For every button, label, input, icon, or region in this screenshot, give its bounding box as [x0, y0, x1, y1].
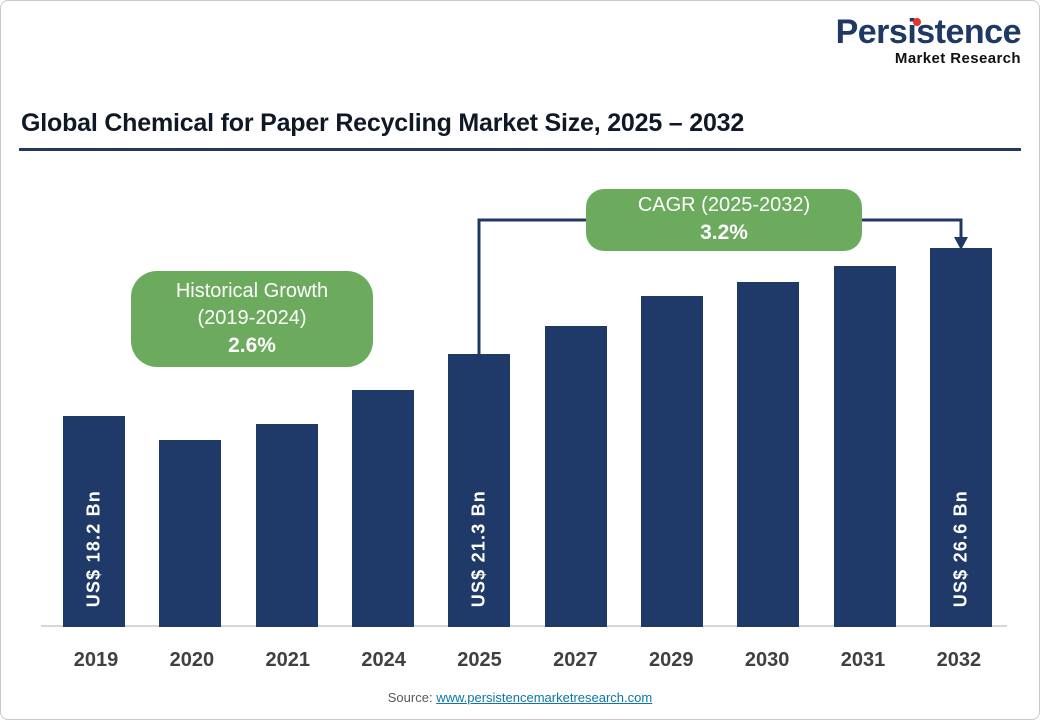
historical-growth-line1: Historical Growth	[175, 279, 329, 302]
x-axis-label: 2032	[936, 649, 982, 671]
bar-value-label: US$ 26.6 Bn	[950, 489, 971, 607]
bar	[159, 440, 222, 627]
x-axis-label: 2019	[73, 649, 119, 671]
historical-growth-line2: (2019-2024)	[197, 306, 307, 329]
bar	[833, 266, 896, 627]
source-line: Source: www.persistencemarketresearch.co…	[1, 690, 1039, 705]
cagr-value: 3.2%	[700, 221, 748, 245]
x-axis-label: 2025	[457, 649, 502, 671]
bar	[640, 296, 703, 627]
bar: US$ 18.2 Bn	[63, 416, 125, 627]
x-axis: 2019 2020 2021 2024 2025 2027 2029 2030 2031 2032	[63, 649, 992, 679]
logo-brand-text: Persistence	[835, 13, 1022, 51]
bar	[544, 326, 607, 627]
source-prefix: Source:	[387, 690, 437, 705]
x-axis-label: 2024	[361, 649, 406, 671]
cagr-line1: CAGR (2025-2032)	[637, 194, 811, 217]
bar: US$ 26.6 Bn	[929, 248, 992, 627]
historical-growth-callout: Historical Growth (2019-2024) 2.6%	[131, 271, 373, 367]
x-axis-label: 2021	[265, 649, 311, 671]
bars: US$ 18.2 Bn US$ 21.3 Bn US$ 26.6 Bn	[63, 1, 992, 627]
bar-value-label: US$ 18.2 Bn	[83, 489, 104, 607]
logo-brand: Persistence	[835, 13, 1022, 51]
x-axis-label: 2029	[649, 649, 694, 671]
bar	[351, 390, 414, 627]
historical-growth-value: 2.6%	[228, 333, 276, 357]
title-underline-rule	[19, 148, 1021, 151]
cagr-callout: CAGR (2025-2032) 3.2%	[586, 189, 862, 251]
bar: US$ 21.3 Bn	[448, 354, 511, 627]
logo-i-dot	[912, 18, 921, 26]
logo-subtitle: Market Research	[894, 49, 1021, 67]
page-title: Global Chemical for Paper Recycling Mark…	[21, 109, 745, 137]
bar	[737, 282, 800, 627]
source-link[interactable]: www.persistencemarketresearch.com	[436, 690, 653, 705]
x-axis-label: 2031	[840, 649, 886, 671]
logo: Persistence Market Research	[835, 13, 1022, 67]
x-axis-label: 2027	[553, 649, 598, 671]
bar-value-label: US$ 21.3 Bn	[468, 489, 489, 607]
x-axis-label: 2030	[744, 649, 790, 671]
x-axis-line	[41, 625, 1007, 627]
bar	[255, 424, 318, 627]
x-axis-label: 2020	[169, 649, 215, 671]
